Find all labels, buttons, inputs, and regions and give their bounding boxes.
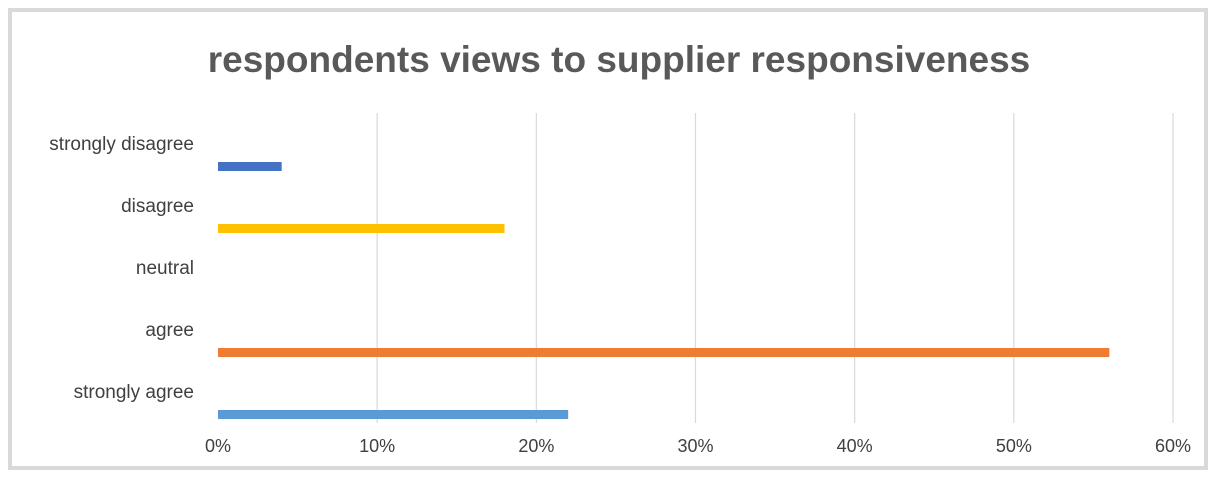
x-tick-label: 60% bbox=[1155, 436, 1191, 456]
category-label: agree bbox=[145, 320, 194, 341]
bar-strongly-agree bbox=[218, 410, 569, 419]
x-tick-labels: 0% 10% 20% 30% 40% 50% 60% bbox=[205, 436, 1191, 456]
bar-strongly-disagree bbox=[218, 162, 282, 171]
x-tick-label: 30% bbox=[677, 436, 713, 456]
x-tick-label: 0% bbox=[205, 436, 231, 456]
x-tick-label: 10% bbox=[359, 436, 395, 456]
category-label: strongly disagree bbox=[49, 134, 194, 155]
bars bbox=[218, 162, 1110, 419]
x-tick-label: 20% bbox=[518, 436, 554, 456]
category-label: strongly agree bbox=[74, 382, 194, 403]
category-labels: strongly disagree disagree neutral agree str… bbox=[49, 134, 194, 403]
chart-title: respondents views to supplier responsive… bbox=[208, 39, 1031, 80]
x-tick-label: 40% bbox=[837, 436, 873, 456]
category-label: disagree bbox=[121, 196, 194, 217]
category-label: neutral bbox=[136, 258, 194, 279]
x-tick-label: 50% bbox=[996, 436, 1032, 456]
bar-agree bbox=[218, 348, 1110, 357]
bar-disagree bbox=[218, 224, 505, 233]
gridlines bbox=[376, 113, 1174, 423]
chart-frame bbox=[8, 8, 1208, 470]
